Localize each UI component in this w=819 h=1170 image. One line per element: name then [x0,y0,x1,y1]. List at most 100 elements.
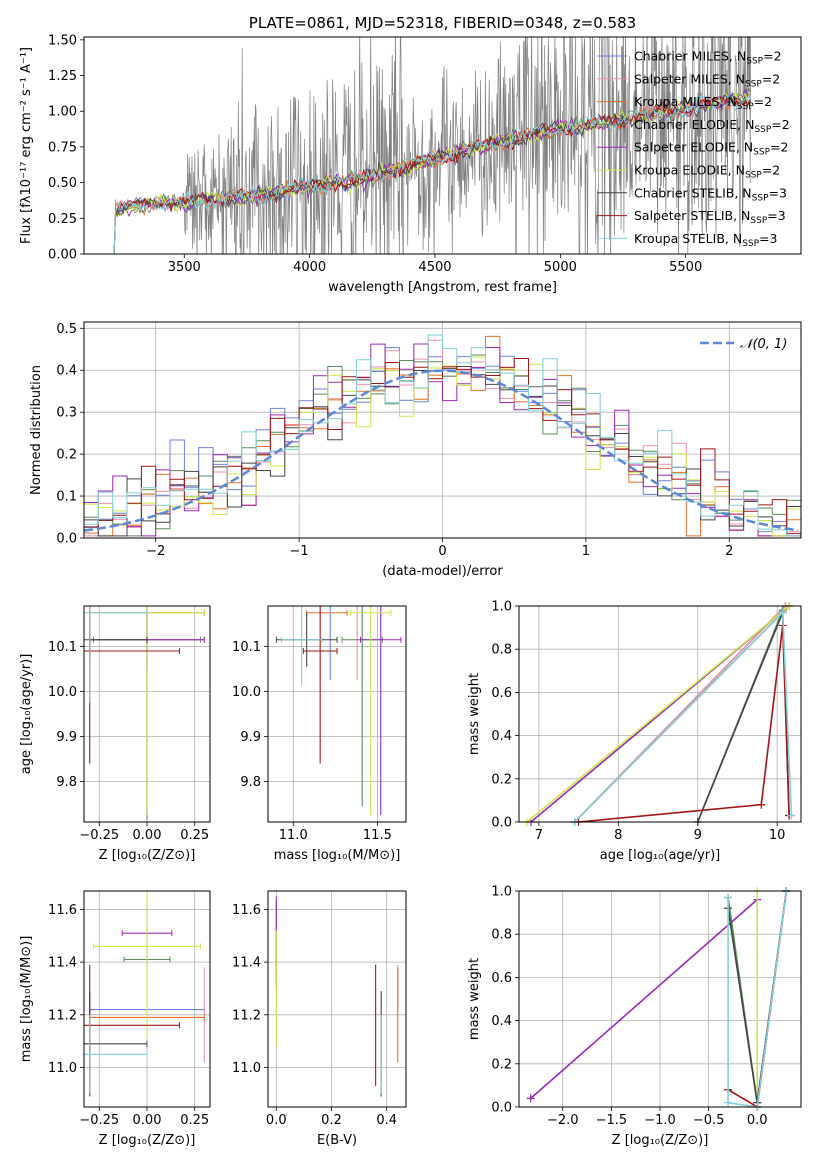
x-tick-label: 11.0 [279,828,308,843]
y-tick-label: 1.25 [48,69,77,84]
legend-entry: Salpeter STELIB, NSSP=3 [634,208,786,226]
x-axis-label: Z [log₁₀(Z/Z⊙)] [99,1133,196,1148]
x-tick-label: 7 [535,828,543,843]
residuals-panel: −2 −1 0 1 2 0.0 0.1 0.2 0.3 0.4 0.5 (data-model)/er… [29,321,802,579]
y-tick-label: 0.0 [491,816,512,831]
y-tick-label: 1.0 [491,600,512,615]
y-tick-label: 0.1 [56,490,77,505]
x-axis-label: E(B-V) [317,1133,357,1148]
x-tick-label: 0.0 [747,1113,768,1128]
y-tick-label: 10.1 [48,640,77,655]
x-tick-label: 0.2 [321,1113,342,1128]
weight-line-kroupa_stelib [727,890,788,1108]
x-axis-label: Z [log₁₀(Z/Z⊙)] [612,1133,709,1148]
y-tick-label: 0.4 [491,729,512,744]
y-tick-label: 10.0 [48,685,77,700]
y-tick-label: 0.75 [48,140,77,155]
legend-entry: Chabrier MILES, NSSP=2 [634,49,782,67]
y-axis-label: Flux [fλ10⁻¹⁷ erg cm⁻² s⁻¹ A⁻¹] [19,47,34,244]
x-tick-label: −0.5 [693,1113,725,1128]
histogram-salpeter_stelib [84,358,801,535]
x-tick-label: −1.0 [644,1113,676,1128]
weight-marker [724,893,733,902]
x-axis-label: wavelength [Angstrom, rest frame] [328,280,557,295]
legend-entry: Salpeter ELODIE, NSSP=2 [634,140,788,158]
y-axis-label: mass weight [467,958,482,1040]
mass_vs_ebv-plot-area [275,896,399,1097]
x-tick-label: −2 [146,544,165,559]
y-tick-label: 0.0 [491,1101,512,1116]
errorbar-salpeter_elodie [360,606,402,816]
y-tick-label: 0.25 [48,212,77,227]
y-tick-label: 0.2 [491,1057,512,1072]
y-tick-label: 11.2 [48,1008,77,1023]
weight_vs_age-plot-area [522,602,796,826]
age_vs_Z-panel: −0.25 0.00 0.25 9.8 9.9 10.0 10.1 Z [log₁₀(Z/Z⊙… [19,605,211,863]
legend-entry: Chabrier STELIB, NSSP=3 [634,185,787,203]
legend-entry: Kroupa MILES, NSSP=2 [634,94,772,112]
errorbar-kroupa_miles [306,609,348,616]
legend-entry: Kroupa ELODIE, NSSP=2 [634,163,780,181]
y-tick-label: 0.8 [491,643,512,658]
y-tick-label: 9.8 [240,775,261,790]
y-tick-label: 1.0 [491,885,512,900]
x-tick-label: −1.5 [596,1113,628,1128]
weight_vs_Z-panel: −2.0 −1.5 −1.0 −0.5 0.0 0.0 0.2 0.4 0.6 0.8 1.0 Z [… [467,885,802,1148]
errorbar-salpeter_stelib [302,606,338,764]
x-tick-label: 11.5 [363,828,392,843]
residuals-frame [83,321,802,539]
x-tick-label: 0.25 [180,828,209,843]
x-tick-label: 8 [614,828,622,843]
y-tick-label: 0.0 [56,532,77,547]
y-tick-label: 9.9 [56,730,77,745]
x-tick-label: 4000 [293,260,326,275]
weight-line-kroupa_elodie [526,605,790,823]
x-tick-label: 5500 [669,260,702,275]
age_vs_mass-frame [267,605,407,823]
x-tick-label: 0.4 [376,1113,397,1128]
errorbar-kroupa_stelib [84,1014,148,1094]
legend-entry: Kroupa STELIB, NSSP=3 [634,231,778,249]
x-tick-label: 0.0 [266,1113,287,1128]
x-tick-label: −2.0 [547,1113,579,1128]
x-tick-label: 0.25 [180,1113,209,1128]
weight_vs_Z-frame [518,890,802,1108]
spectrum-legend: Chabrier MILES, NSSP=2 Salpeter MILES, NS… [597,49,790,249]
weight-marker [526,1094,535,1103]
age_vs_mass-plot-area [275,606,402,816]
x-tick-label: 9 [694,828,702,843]
mass_vs_ebv-panel: 0.0 0.2 0.4 11.0 11.2 11.4 11.6 E(B-V) [232,890,407,1148]
x-tick-label: 2 [725,544,733,559]
y-tick-label: 0.50 [48,176,77,191]
y-tick-label: 0.00 [48,248,77,263]
observed-spectrum [114,37,752,254]
x-tick-label: 3500 [168,260,201,275]
weight-line-kroupa_stelib [574,610,793,823]
y-tick-label: 0.8 [491,928,512,943]
y-tick-label: 0.2 [56,448,77,463]
mass_vs_Z-plot-area [84,891,205,1097]
weight-marker [724,1098,733,1107]
weight-marker [778,608,787,617]
weight-line-salpeter_elodie [530,898,758,1100]
y-tick-label: 11.0 [232,1061,261,1076]
weight-marker [787,811,796,820]
x-axis-label: (data-model)/error [382,564,503,579]
model-spectrum-kroupa_stelib [113,94,751,254]
mass_vs_Z-panel: −0.25 0.00 0.25 11.0 11.2 11.4 11.6 Z [log₁₀(Z/… [19,890,211,1148]
x-tick-label: 0 [438,544,446,559]
x-tick-label: −1 [290,544,309,559]
x-tick-label: 10 [769,828,786,843]
errorbar-kroupa_elodie [349,606,392,816]
y-axis-label: age [log₁₀(age/yr)] [19,654,34,775]
spectrum-plot-area [113,37,752,254]
age_vs_Z-frame [83,605,211,823]
y-tick-label: 11.4 [48,956,77,971]
histogram-plot-area [84,334,801,537]
y-axis-label: mass [log₁₀(M/M⊙)] [19,936,34,1063]
y-axis-label: Normed distribution [29,365,44,495]
x-axis-label: mass [log₁₀(M/M⊙)] [274,848,401,863]
x-tick-label: 0.00 [133,828,162,843]
y-tick-label: 0.6 [491,971,512,986]
